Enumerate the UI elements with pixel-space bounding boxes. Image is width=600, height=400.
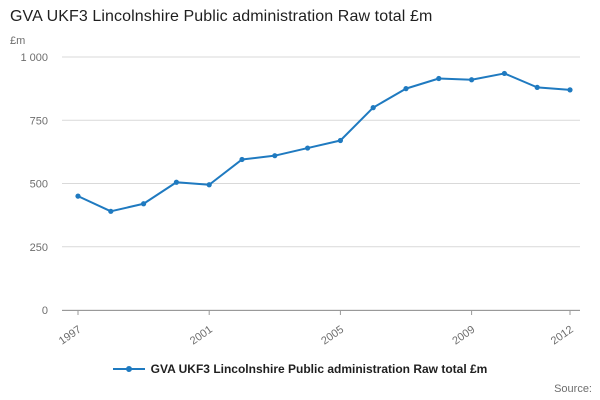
data-point bbox=[173, 179, 179, 185]
y-axis-unit-label: £m bbox=[10, 35, 25, 47]
y-tick-label: 750 bbox=[30, 115, 48, 127]
x-tick-label: 2005 bbox=[319, 324, 346, 348]
data-point bbox=[239, 156, 245, 163]
legend[interactable]: GVA UKF3 Lincolnshire Public administrat… bbox=[0, 362, 600, 376]
data-point bbox=[436, 75, 442, 82]
legend-label: GVA UKF3 Lincolnshire Public administrat… bbox=[150, 362, 488, 376]
data-point bbox=[272, 153, 278, 159]
data-point bbox=[141, 201, 147, 207]
data-point bbox=[370, 105, 376, 111]
x-tick-label: 2001 bbox=[188, 324, 215, 348]
data-point bbox=[108, 208, 114, 214]
data-point bbox=[534, 84, 540, 90]
chart-canvas: 0 250 500 750 1 000 £m 1997 2001 2005 2009 2012 bbox=[10, 35, 580, 348]
x-tick-label: 1997 bbox=[57, 324, 84, 348]
y-tick-label: 0 bbox=[42, 305, 48, 317]
x-tick-label: 2012 bbox=[549, 324, 576, 348]
chart-title: GVA UKF3 Lincolnshire Public administrat… bbox=[10, 8, 433, 25]
data-point bbox=[337, 137, 343, 144]
source-label: Source: bbox=[554, 383, 592, 395]
y-tick-label: 250 bbox=[30, 242, 48, 254]
legend-line-icon bbox=[112, 366, 145, 372]
series-line bbox=[77, 72, 571, 213]
data-point bbox=[567, 87, 573, 93]
y-tick-label: 500 bbox=[30, 179, 48, 191]
y-tick-label: 1 000 bbox=[20, 52, 48, 64]
data-point bbox=[305, 145, 311, 151]
x-tick-label: 2009 bbox=[450, 324, 477, 348]
data-point bbox=[501, 70, 507, 77]
data-point bbox=[469, 77, 475, 83]
data-point bbox=[206, 182, 212, 188]
data-point bbox=[403, 86, 409, 92]
data-point bbox=[75, 193, 81, 199]
